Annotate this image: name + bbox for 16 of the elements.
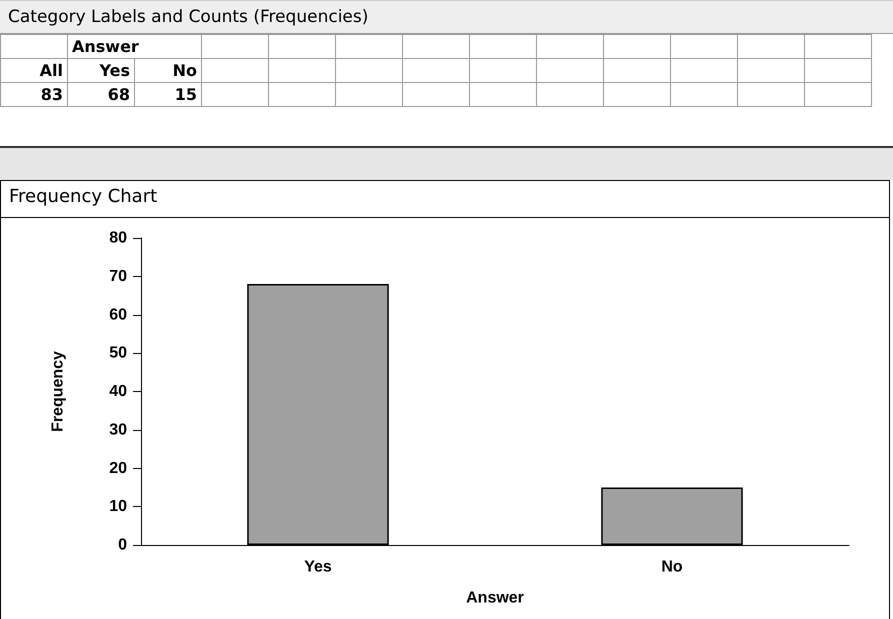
x-tick-label: Yes <box>304 558 332 576</box>
y-tick-label: 40 <box>109 383 128 400</box>
y-tick-label: 80 <box>109 230 128 246</box>
text: Category Labels and Counts (Frequencies) <box>0 0 893 34</box>
y-tick-label: 10 <box>109 498 128 516</box>
x-tick-label: No <box>661 558 683 576</box>
spreadsheet-table: Answer All Yes No 83 68 15 <box>0 34 872 107</box>
y-tick-label: 60 <box>109 306 128 324</box>
y-tick-label: 70 <box>109 268 128 285</box>
y-axis-title: Frequency <box>50 350 66 432</box>
y-tick-label: 20 <box>109 460 128 477</box>
y-tick-label: 50 <box>109 344 128 362</box>
y-tick-label: 0 <box>118 536 128 554</box>
chart-title: Frequency Chart <box>1 181 889 218</box>
y-tick-label: 30 <box>109 421 128 438</box>
x-axis-title: Answer <box>466 590 524 606</box>
